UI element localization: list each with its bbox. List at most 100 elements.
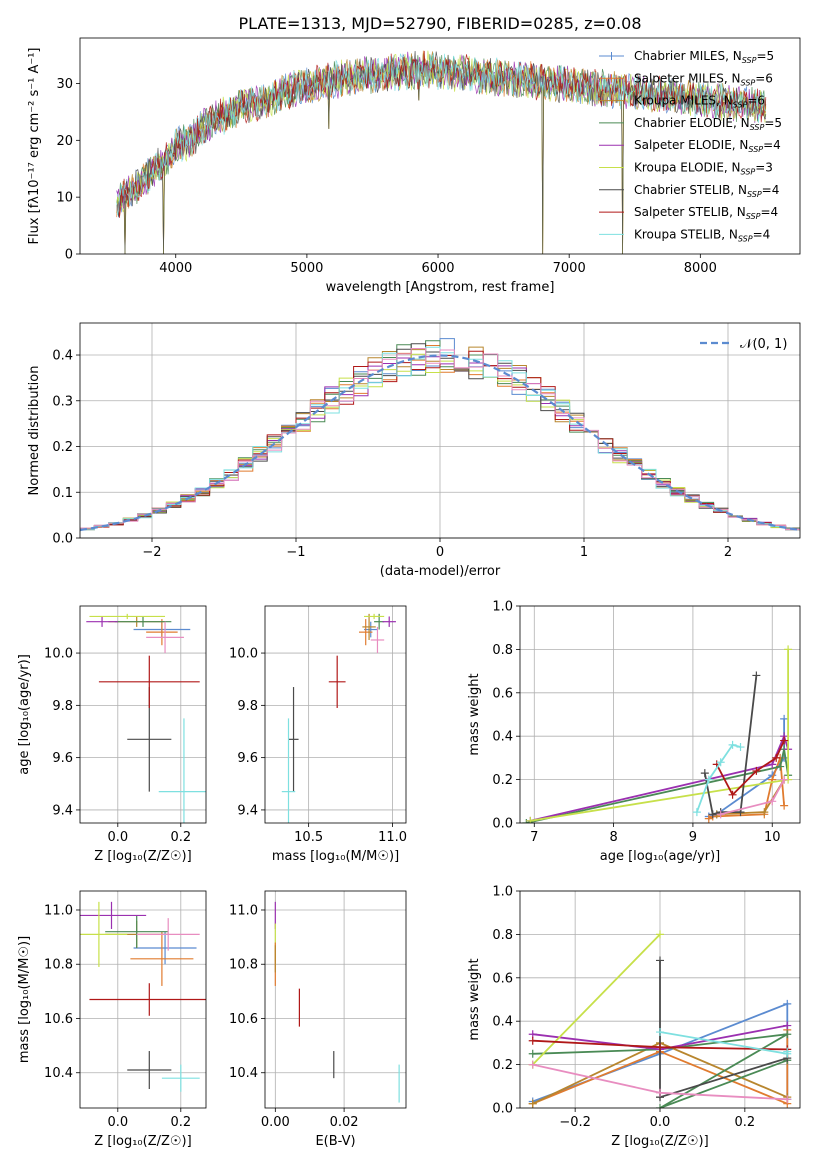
weight-marker [656, 1043, 664, 1052]
y-tick-label: 0.6 [492, 686, 513, 701]
weight-marker [783, 1047, 792, 1056]
x-tick-label: 7 [530, 830, 538, 845]
weight-marker [728, 740, 737, 749]
age-vs-mass-frame [264, 605, 407, 824]
weight-marker [526, 816, 535, 823]
spectrum-plot-area [116, 50, 767, 254]
y-tick-label: 9.6 [237, 751, 258, 766]
y-tick-label: 1.0 [492, 600, 513, 615]
mass-vs-EBV-frame [264, 890, 407, 1109]
weight-marker [692, 808, 701, 817]
legend-label-text: Kroupa ELODIE, N [634, 161, 741, 175]
weight-marker [728, 790, 737, 799]
age-vs-Z-panel: 0.0 0.2 9.4 9.6 9.8 10.0 Z [log₁₀(Z/Z☉)] age [l… [17, 605, 207, 864]
weight-marker [752, 766, 761, 775]
legend-label: Chabrier STELIB, NSSP=4 [634, 183, 779, 199]
spectrum-line [116, 50, 767, 218]
weight-marker [656, 1028, 664, 1037]
x-tick-label: 4000 [159, 261, 192, 276]
weight-marker [700, 769, 709, 778]
x-tick-label: 5000 [290, 261, 323, 276]
y-tick-label: 10.4 [44, 1066, 73, 1081]
y-tick-label: 0.2 [492, 1058, 513, 1073]
x-axis-label: Z [log₁₀(Z/Z☉)] [611, 1134, 708, 1149]
weight-marker [716, 810, 725, 819]
y-tick-label: 11.0 [229, 903, 258, 918]
legend-label-sub: SSP [738, 234, 753, 243]
weight-vs-age-panel: 7 8 9 10 0.0 0.2 0.4 0.6 0.8 1.0 age [log₁₀(age/yr… [467, 600, 801, 864]
legend-label: Chabrier ELODIE, NSSP=5 [634, 116, 782, 132]
x-tick-label: 0.00 [261, 1115, 290, 1130]
y-tick-label: 0.2 [492, 773, 513, 788]
x-axis-label: wavelength [Angstrom, rest frame] [326, 280, 555, 295]
x-tick-label: 0.02 [330, 1115, 359, 1130]
legend-label-tail: =6 [747, 94, 765, 108]
legend-label: Salpeter MILES, NSSP=6 [634, 71, 773, 87]
legend-label-sub: SSP [748, 145, 763, 154]
mass-vs-Z-frame [79, 890, 207, 1109]
legend-label-tail: =4 [753, 227, 771, 241]
x-tick-label: 2 [724, 545, 732, 560]
weight-vs-Z-plot-area [528, 930, 792, 1108]
x-tick-label: 0.2 [170, 830, 191, 845]
x-tick-label: −1 [286, 545, 305, 560]
weight-marker [768, 797, 777, 806]
weight-marker [528, 1099, 537, 1108]
spectrum-panel: 4000 5000 6000 7000 8000 0 10 20 30 wavelength [A… [27, 37, 801, 295]
weight-marker [656, 1104, 664, 1108]
y-axis-label: Normed distribution [27, 366, 42, 496]
weight-marker [783, 999, 792, 1008]
weight-marker [716, 758, 725, 767]
legend-label-text: Chabrier MILES, N [634, 49, 742, 63]
weight-marker [776, 762, 785, 771]
legend-label-tail: =3 [755, 161, 773, 175]
age-vs-Z-plot-area [86, 613, 206, 823]
y-tick-label: 0.4 [52, 349, 73, 364]
y-tick-label: 0 [65, 248, 73, 263]
y-tick-label: 20 [56, 134, 73, 149]
y-axis-label: mass [log₁₀(M/M☉)] [17, 936, 32, 1063]
mass-vs-Z-plot-area [80, 901, 206, 1092]
weight-vs-age-frame [519, 605, 801, 824]
spectrum-frame [79, 37, 801, 255]
x-tick-label: 0.0 [650, 1115, 671, 1130]
weight-line [526, 749, 789, 823]
x-tick-label: 1 [580, 545, 588, 560]
legend-label-sub: SSP [742, 56, 757, 65]
y-tick-label: 0.2 [52, 440, 73, 455]
weight-line [532, 933, 661, 1066]
y-tick-label: 10.0 [229, 647, 258, 662]
weight-marker [784, 645, 793, 654]
legend-label-sub: SSP [750, 123, 765, 132]
y-tick-label: 0.4 [492, 730, 513, 745]
x-axis-label: (data-model)/error [380, 564, 501, 579]
y-tick-label: 0.0 [52, 532, 73, 547]
y-tick-label: 10.8 [44, 958, 73, 973]
x-tick-label: 7000 [553, 261, 586, 276]
x-tick-label: 0.2 [170, 1115, 191, 1130]
x-tick-label: 0.0 [107, 830, 128, 845]
weight-marker [780, 736, 789, 745]
y-tick-label: 10.6 [44, 1012, 73, 1027]
weight-marker [783, 1030, 792, 1039]
spectrum-line [116, 52, 767, 216]
legend-label-tail: =4 [760, 205, 778, 219]
legend-label-text: Salpeter STELIB, N [634, 205, 746, 219]
x-tick-label: 8 [609, 830, 617, 845]
y-tick-label: 9.8 [237, 699, 258, 714]
y-tick-label: 10.0 [44, 647, 73, 662]
x-axis-label: Z [log₁₀(Z/Z☉)] [94, 1134, 191, 1149]
legend-label-tail: =4 [763, 138, 781, 152]
weight-vs-Z-panel: −0.2 0.0 0.2 0.0 0.2 0.4 0.6 0.8 1.0 Z [log₁₀(Z/Z… [467, 885, 801, 1149]
y-tick-label: 0.0 [492, 1102, 513, 1117]
y-tick-label: 10.8 [229, 958, 258, 973]
normal-curve [80, 354, 800, 532]
residuals-panel: −2 −1 0 1 2 0.0 0.1 0.2 0.3 0.4 (data-model)/error… [27, 322, 801, 579]
legend-label: Kroupa STELIB, NSSP=4 [634, 227, 770, 243]
legend-label: Kroupa MILES, NSSP=6 [634, 94, 765, 110]
y-tick-label: 10.4 [229, 1066, 258, 1081]
weight-marker [656, 1088, 664, 1097]
legend-label-text: Chabrier STELIB, N [634, 183, 747, 197]
x-tick-label: −0.2 [559, 1115, 591, 1130]
